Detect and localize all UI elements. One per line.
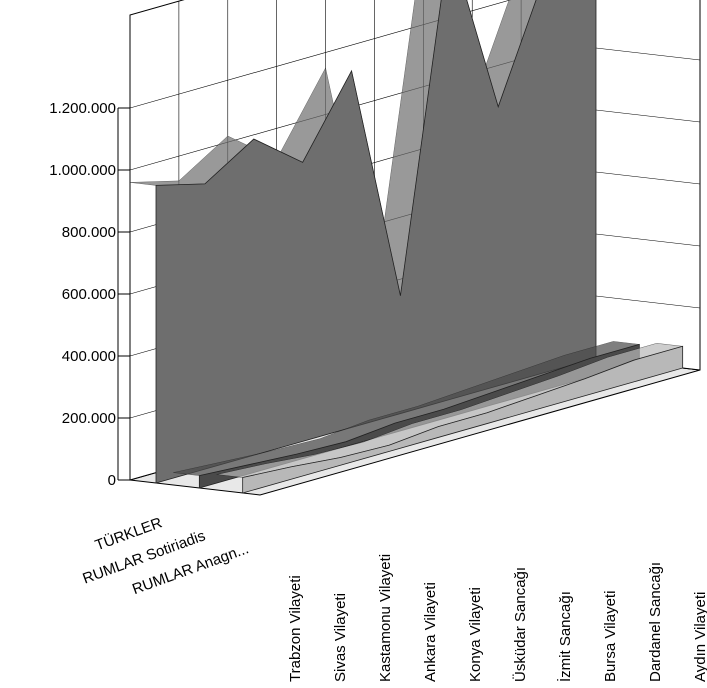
x-tick-label: Sivas Vilayeti: [332, 593, 349, 682]
x-tick-label: Dardanel Sancağı: [647, 562, 664, 682]
x-tick-label: Üsküdar Sancağı: [511, 567, 529, 682]
y-tick-label: 400.000: [62, 348, 116, 365]
y-tick-label: 200.000: [62, 410, 116, 427]
area: [242, 345, 684, 494]
y-tick-label: 600.000: [62, 286, 116, 303]
x-tick-label: Trabzon Vilayeti: [287, 575, 304, 682]
y-tick-label: 0: [108, 472, 116, 489]
x-tick-label: Konya Vilayeti: [467, 587, 484, 682]
y-tick-label: 1.000.000: [49, 162, 116, 179]
x-tick-label: Bursa Vilayeti: [602, 591, 619, 682]
x-tick-label: Ankara Vilayeti: [422, 582, 439, 682]
x-tick-label: Kastamonu Vilayeti: [377, 554, 394, 682]
y-tick-label: 1.200.000: [49, 100, 116, 117]
grid-line: [129, 0, 512, 109]
y-tick-label: 800.000: [62, 224, 116, 241]
x-tick-label: İzmit Sancağı: [556, 591, 574, 682]
x-tick-label: Aydın Vilayeti: [692, 592, 707, 682]
